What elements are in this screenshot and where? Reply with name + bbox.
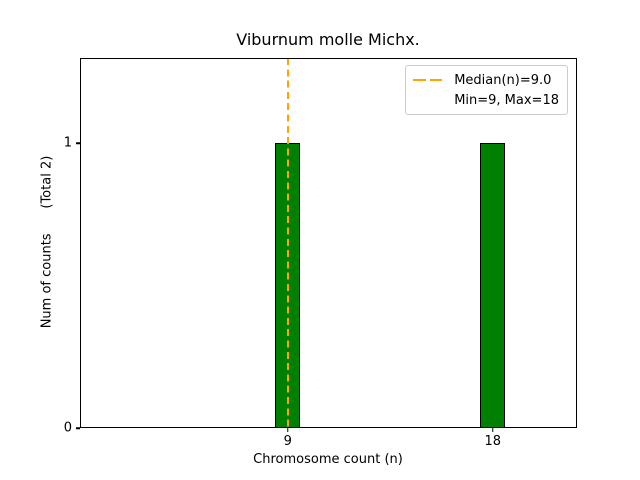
y-tick-label: 0 <box>63 420 72 436</box>
y-tick-label: 1 <box>63 135 72 151</box>
median-line <box>286 58 289 428</box>
legend-label-minmax: Min=9, Max=18 <box>454 92 559 108</box>
x-tick-label: 18 <box>484 434 501 449</box>
y-axis-label: Num of counts (Total 2) <box>39 155 55 329</box>
chart-title: Viburnum molle Michx. <box>236 30 420 49</box>
bar-n18 <box>480 143 506 428</box>
x-tick <box>286 428 289 432</box>
legend-label-median: Median(n)=9.0 <box>454 72 552 88</box>
plot-area: Median(n)=9.0 Min=9, Max=18 9 18 0 1 <box>64 58 577 449</box>
x-axis-label: Chromosome count (n) <box>253 452 403 467</box>
x-tick <box>491 428 494 432</box>
empty-legend-swatch <box>413 99 442 102</box>
legend-entry-minmax: Min=9, Max=18 <box>413 90 559 110</box>
y-tick <box>76 427 80 429</box>
legend: Median(n)=9.0 Min=9, Max=18 <box>405 65 568 115</box>
dashed-line-legend-swatch <box>413 78 443 82</box>
legend-entry-median: Median(n)=9.0 <box>413 70 559 90</box>
x-tick-label: 9 <box>283 434 292 449</box>
y-tick <box>76 142 80 145</box>
